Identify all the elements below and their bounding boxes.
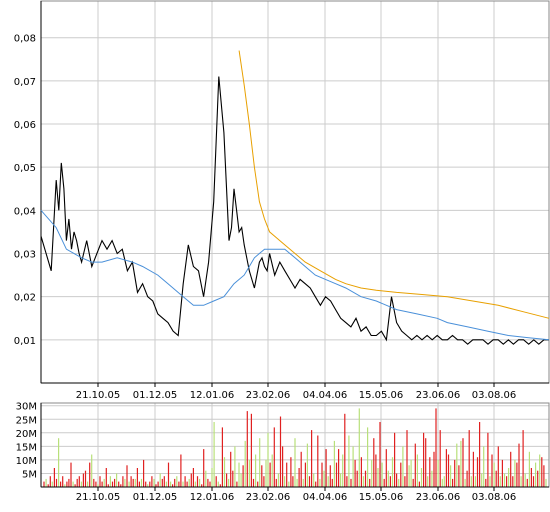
series-line-short_ma <box>40 209 550 341</box>
series-line-long_ma <box>238 50 550 319</box>
price-y-tick-label: 0,05 <box>14 163 36 174</box>
price-y-tick-label: 0,02 <box>14 293 36 304</box>
price-x-tick-label: 01.12.05 <box>133 390 178 401</box>
price-x-tick-label: 03.08.06 <box>472 390 517 401</box>
volume-x-tick-label: 15.05.06 <box>359 492 404 503</box>
price-y-tick-label: 0,01 <box>14 336 36 347</box>
volume-y-tick-label: 10M <box>16 456 37 467</box>
price-x-tick-label: 23.06.06 <box>416 390 461 401</box>
price-x-tick-label: 12.01.06 <box>190 390 235 401</box>
volume-x-tick-label: 23.06.06 <box>416 492 461 503</box>
price-y-tick-label: 0,06 <box>14 120 36 131</box>
volume-x-tick-label: 21.10.05 <box>76 492 121 503</box>
volume-y-tick-label: 15M <box>16 442 37 453</box>
price-y-tick-label: 0,08 <box>14 34 36 45</box>
price-y-tick-label: 0,07 <box>14 77 36 88</box>
volume-x-tick-label: 23.02.06 <box>246 492 291 503</box>
volume-y-tick-label: 25M <box>16 415 37 426</box>
volume-x-tick-label: 01.12.05 <box>133 492 178 503</box>
price-x-tick-label: 21.10.05 <box>76 390 121 401</box>
price-plot-frame <box>40 0 550 384</box>
price-x-tick-label: 23.02.06 <box>246 390 291 401</box>
volume-y-tick-label: 20M <box>16 429 37 440</box>
price-y-tick-label: 0,03 <box>14 250 36 261</box>
price-x-tick-label: 04.04.06 <box>303 390 348 401</box>
volume-panel: 5M 10M 15M 20M 25M 30M 21.10.05 01.12.05 12.01.0… <box>16 402 550 503</box>
volume-y-tick-label: 30M <box>16 402 37 413</box>
price-panel: 0,01 0,02 0,03 0,04 0,05 0,06 0,07 0,08 21.10.05… <box>14 0 550 401</box>
volume-y-tick-label: 5M <box>22 469 37 480</box>
volume-x-tick-label: 03.08.06 <box>472 492 517 503</box>
series-line-price <box>40 76 549 345</box>
volume-x-tick-label: 12.01.06 <box>190 492 235 503</box>
volume-x-tick-label: 04.04.06 <box>303 492 348 503</box>
price-y-tick-label: 0,04 <box>14 206 36 217</box>
price-x-tick-label: 15.05.06 <box>359 390 404 401</box>
